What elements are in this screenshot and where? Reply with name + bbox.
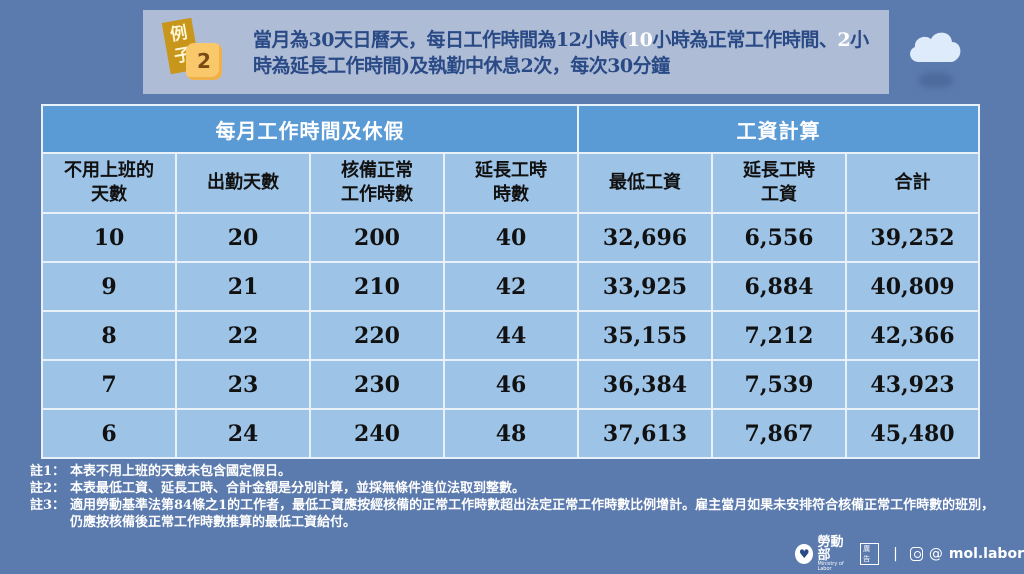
column-header: 合計 xyxy=(844,152,981,214)
example-banner: 例子 2 當月為30天日曆天，每日工作時間為12小時(10小時為正常工作時間、2… xyxy=(143,10,889,94)
table-cell: 42 xyxy=(443,261,579,312)
highlighted-number: 10 xyxy=(626,29,653,51)
table-cell: 43,923 xyxy=(844,359,981,410)
table-cell: 45,480 xyxy=(844,408,981,459)
instagram-icon[interactable] xyxy=(909,547,923,561)
group-header-row: 每月工作時間及休假 工資計算 xyxy=(41,104,981,154)
footer-separator: | xyxy=(893,546,898,562)
column-header-line1: 最低工資 xyxy=(609,172,681,193)
cloud-shadow xyxy=(918,72,954,88)
ad-badge: 廣告 xyxy=(860,543,880,565)
wage-table: 每月工作時間及休假 工資計算 不用上班的 天數 出勤天數 核備正常 工作時數 延長工時 時數… xyxy=(41,104,981,459)
table-cell: 40,809 xyxy=(844,261,981,312)
table-cell: 22 xyxy=(175,310,311,361)
footnote-label: 註2： xyxy=(30,481,66,496)
column-header-row: 不用上班的 天數 出勤天數 核備正常 工作時數 延長工時 時數 最低工資 延長工時 工資 合計 xyxy=(41,152,981,214)
group-header-worktime: 每月工作時間及休假 xyxy=(41,104,579,154)
table-cell: 6,884 xyxy=(711,261,847,312)
footnote-text: 本表不用上班的天數未包含國定假日。 xyxy=(70,464,292,479)
banner-description: 當月為30天日曆天，每日工作時間為12小時(10小時為正常工作時間、2小時為延長… xyxy=(253,27,883,79)
table-row: 9 21 210 42 33,925 6,884 40,809 xyxy=(41,261,981,312)
highlighted-number: 2 xyxy=(837,29,851,51)
table-cell: 240 xyxy=(309,408,445,459)
table-cell: 20 xyxy=(175,212,311,263)
footnote-label: 註3： xyxy=(30,498,66,513)
table-cell: 6 xyxy=(41,408,177,459)
footnote: 註2： 本表最低工資、延長工時、合計金額是分別計算，並採無條件進位法取到整數。 xyxy=(30,480,1000,497)
table-cell: 7,212 xyxy=(711,310,847,361)
column-header-line1: 延長工時 xyxy=(743,160,815,181)
column-header-line2: 工資 xyxy=(761,184,797,205)
table-cell: 39,252 xyxy=(844,212,981,263)
table-cell: 10 xyxy=(41,212,177,263)
footer-branding: ♥ 勞動部 Ministry of Labor 廣告 | @ mol.labor xyxy=(795,536,1024,572)
column-header-line1: 合計 xyxy=(894,172,931,193)
table-row: 10 20 200 40 32,696 6,556 39,252 xyxy=(41,212,981,263)
table-cell: 7 xyxy=(41,359,177,410)
table-cell: 200 xyxy=(309,212,445,263)
banner-text-segment: 小時為延長工作時間)及執勤中休息2次，每次30分鐘 xyxy=(253,29,869,77)
table-cell: 44 xyxy=(443,310,579,361)
column-header: 不用上班的 天數 xyxy=(41,152,177,214)
column-header: 延長工時 工資 xyxy=(711,152,847,214)
table-cell: 9 xyxy=(41,261,177,312)
column-header-line2: 天數 xyxy=(91,184,127,205)
table-row: 7 23 230 46 36,384 7,539 43,923 xyxy=(41,359,981,410)
table-row: 8 22 220 44 35,155 7,212 42,366 xyxy=(41,310,981,361)
table-cell: 7,539 xyxy=(711,359,847,410)
ministry-logo-icon: ♥ xyxy=(795,544,814,564)
footnote: 註1： 本表不用上班的天數未包含國定假日。 xyxy=(30,463,1000,480)
table-cell: 48 xyxy=(443,408,579,459)
column-header-line1: 不用上班的 xyxy=(64,160,154,181)
table-cell: 230 xyxy=(309,359,445,410)
ministry-logo-text: 勞動部 Ministry of Labor xyxy=(817,535,844,572)
example-number-badge: 2 xyxy=(186,43,222,80)
footnote-text: 本表最低工資、延長工時、合計金額是分別計算，並採無條件進位法取到整數。 xyxy=(70,481,526,496)
column-header-line1: 核備正常 xyxy=(341,160,413,181)
table-body: 10 20 200 40 32,696 6,556 39,252 9 21 210 42 33,925… xyxy=(41,212,981,459)
table-cell: 36,384 xyxy=(577,359,713,410)
cloud-icon xyxy=(910,32,961,62)
table-cell: 46 xyxy=(443,359,579,410)
table-cell: 40 xyxy=(443,212,579,263)
column-header: 最低工資 xyxy=(577,152,713,214)
column-header-line2: 工作時數 xyxy=(341,184,413,205)
table-cell: 210 xyxy=(309,261,445,312)
table-cell: 37,613 xyxy=(577,408,713,459)
table-row: 6 24 240 48 37,613 7,867 45,480 xyxy=(41,408,981,459)
table-cell: 42,366 xyxy=(844,310,981,361)
table-cell: 8 xyxy=(41,310,177,361)
threads-icon[interactable]: @ xyxy=(928,546,943,562)
column-header: 核備正常 工作時數 xyxy=(309,152,445,214)
table-cell: 32,696 xyxy=(577,212,713,263)
group-header-wage: 工資計算 xyxy=(576,104,981,154)
table-cell: 21 xyxy=(175,261,311,312)
footnote-label: 註1： xyxy=(30,464,66,479)
table-cell: 33,925 xyxy=(577,261,713,312)
column-header-line1: 延長工時 xyxy=(475,160,547,181)
column-header: 出勤天數 xyxy=(175,152,311,214)
banner-text-segment: 小時為正常工作時間、 xyxy=(652,29,838,51)
footnote: 註3： 適用勞動基準法第84條之1的工作者，最低工資應按經核備的正常工作時數超出法… xyxy=(30,497,1000,531)
table-cell: 6,556 xyxy=(711,212,847,263)
table-cell: 35,155 xyxy=(577,310,713,361)
banner-text-segment: 當月為30天日曆天，每日工作時間為12小時( xyxy=(253,29,627,51)
table-cell: 220 xyxy=(309,310,445,361)
column-header-line1: 出勤天數 xyxy=(207,172,279,193)
table-cell: 7,867 xyxy=(711,408,847,459)
social-handle[interactable]: mol.labor xyxy=(948,546,1024,562)
footnotes: 註1： 本表不用上班的天數未包含國定假日。 註2： 本表最低工資、延長工時、合計金額是… xyxy=(30,463,1000,531)
table-cell: 24 xyxy=(175,408,311,459)
table-cell: 23 xyxy=(175,359,311,410)
column-header: 延長工時 時數 xyxy=(443,152,579,214)
column-header-line2: 時數 xyxy=(493,184,529,205)
footnote-text: 適用勞動基準法第84條之1的工作者，最低工資應按經核備的正常工作時數超出法定正常… xyxy=(70,498,995,530)
